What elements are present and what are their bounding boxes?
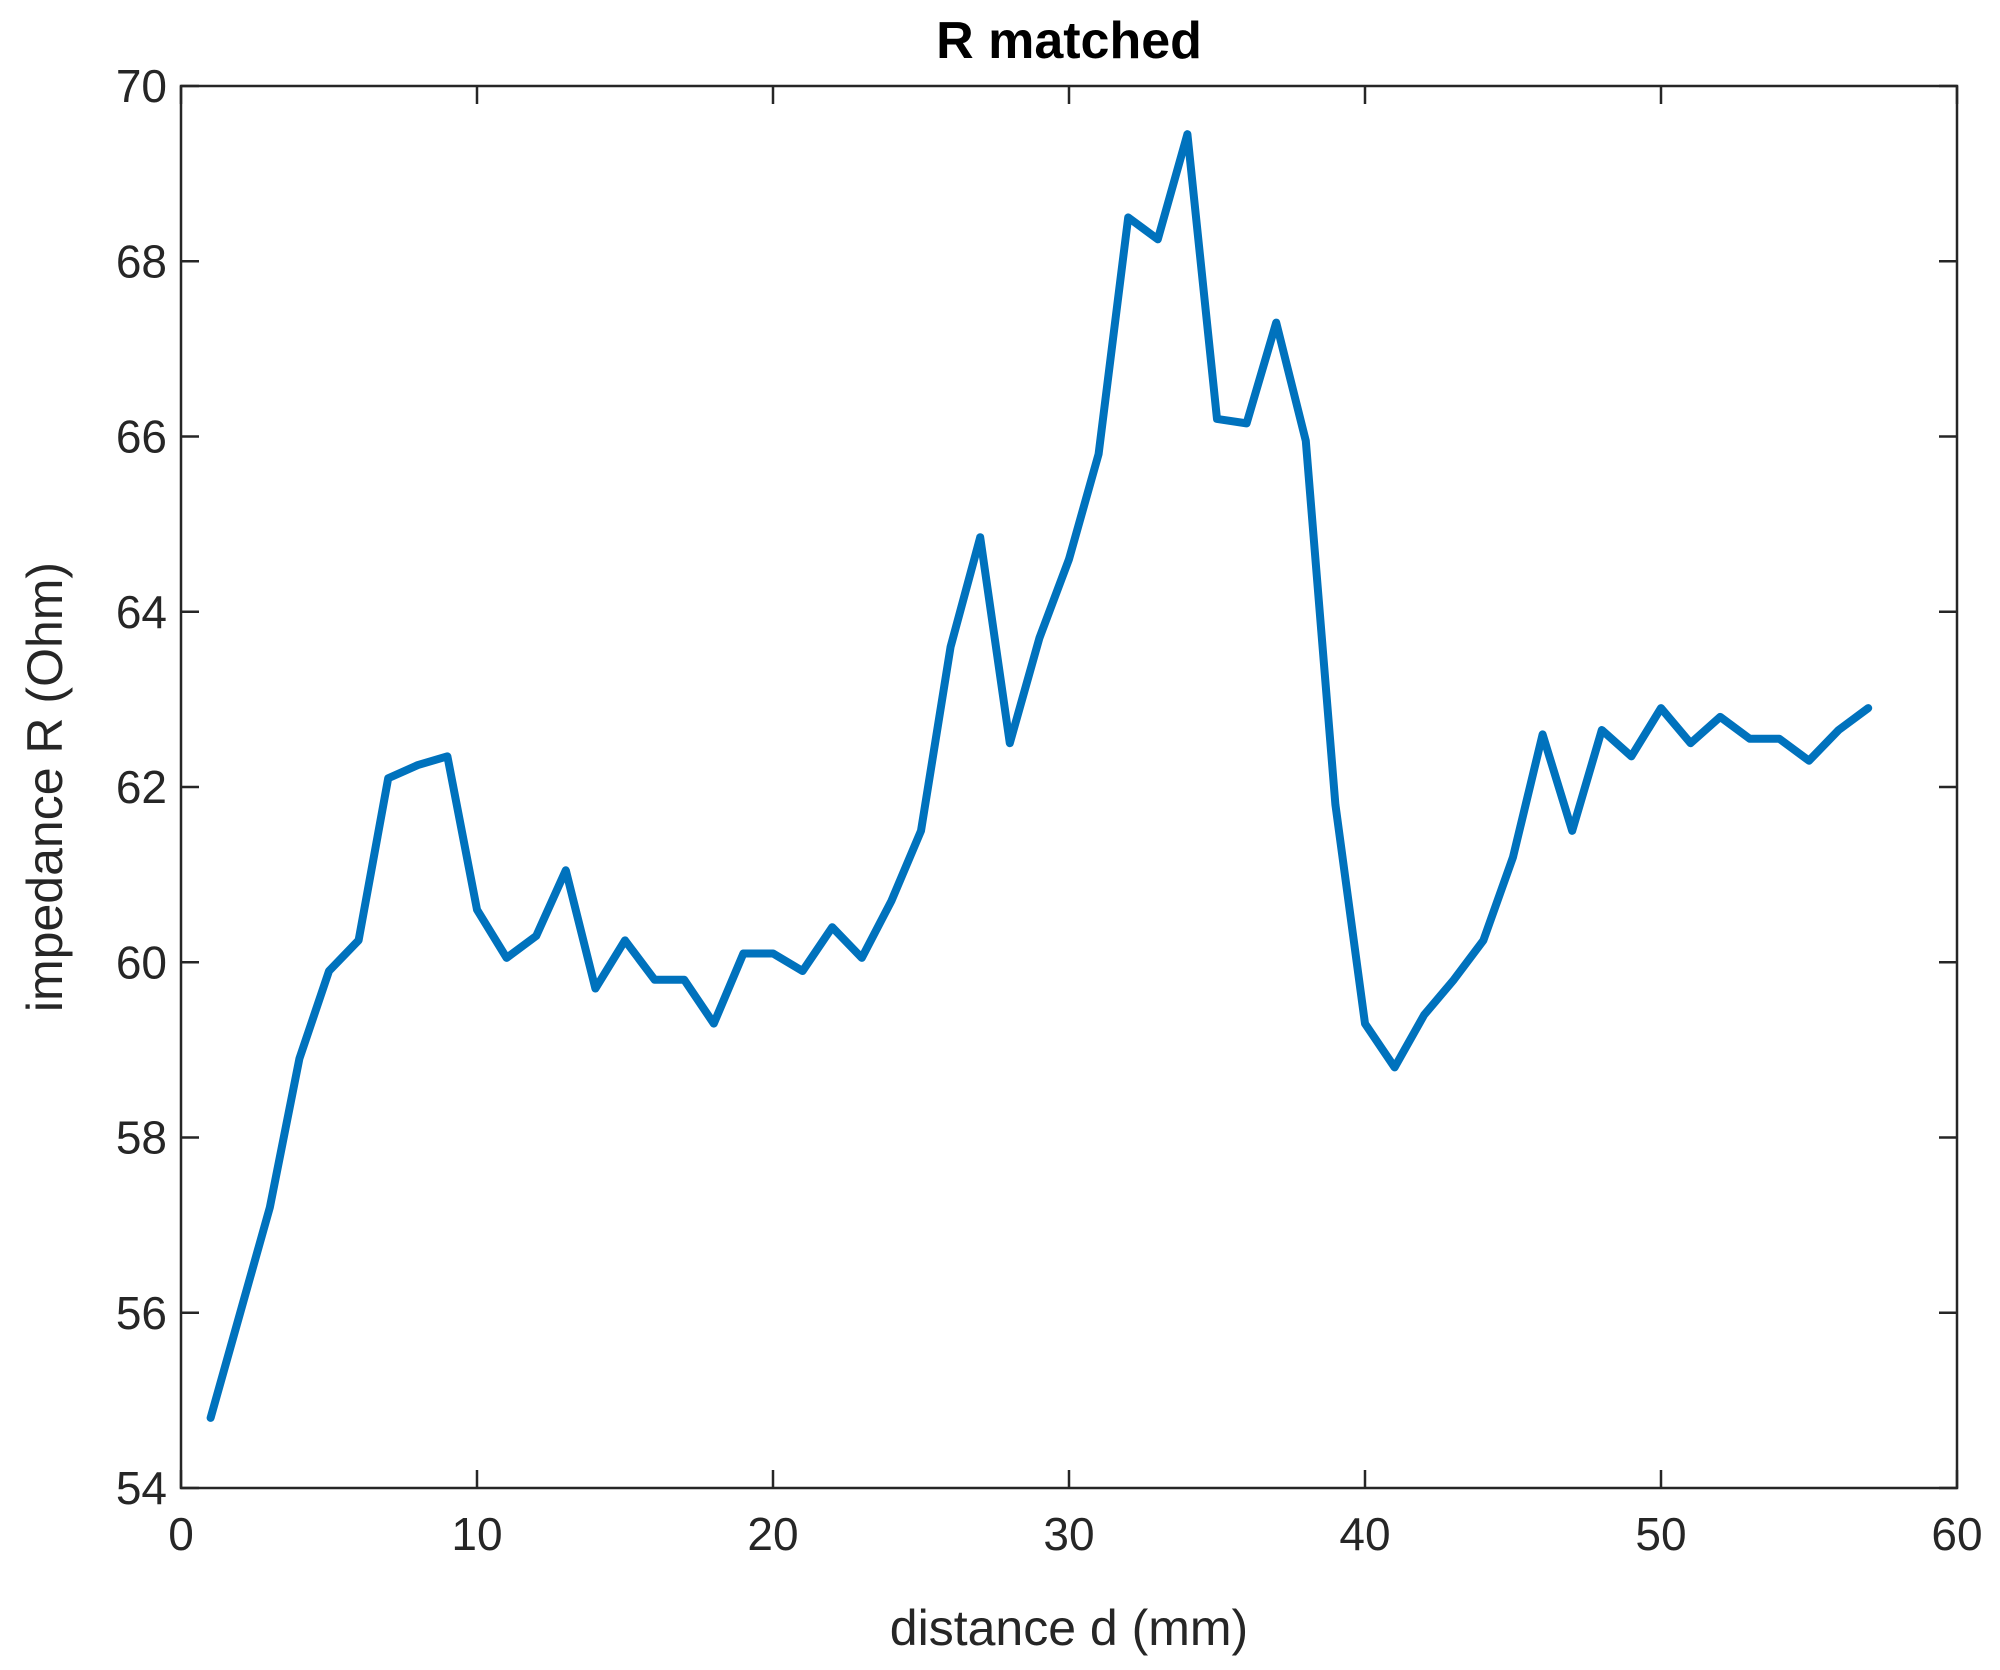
y-axis-label: impedance R (Ohm) <box>17 562 73 1012</box>
data-point <box>1187 134 1188 135</box>
data-point <box>713 1023 714 1024</box>
data-point <box>1335 804 1336 805</box>
data-point <box>1394 1067 1395 1068</box>
x-axis: 0 10 20 30 40 50 60 <box>168 86 1983 1560</box>
data-point <box>210 1417 211 1418</box>
data-point <box>1276 322 1277 323</box>
data-point <box>358 940 359 941</box>
data-point <box>565 870 566 871</box>
y-tick-label: 54 <box>116 1462 167 1514</box>
data-point <box>1868 708 1869 709</box>
data-point <box>388 778 389 779</box>
data-point <box>743 953 744 954</box>
data-point <box>773 953 774 954</box>
data-point <box>891 900 892 901</box>
data-point <box>1453 979 1454 980</box>
data-point <box>1098 454 1099 455</box>
data-point <box>329 971 330 972</box>
data-point <box>506 957 507 958</box>
x-tick-label: 40 <box>1339 1508 1390 1560</box>
data-point <box>1542 734 1543 735</box>
y-tick-label: 60 <box>116 936 167 988</box>
data-point <box>1572 830 1573 831</box>
data-point <box>1157 239 1158 240</box>
series-line <box>206 130 1873 1422</box>
data-point <box>1601 730 1602 731</box>
data-point <box>684 979 685 980</box>
plot-area <box>179 84 1959 1490</box>
data-point <box>1305 440 1306 441</box>
data-point <box>447 756 448 757</box>
y-tick-label: 56 <box>116 1287 167 1339</box>
data-point <box>536 935 537 936</box>
data-point <box>1661 708 1662 709</box>
data-point <box>832 927 833 928</box>
data-point <box>625 940 626 941</box>
data-point <box>595 988 596 989</box>
data-point <box>921 830 922 831</box>
x-axis-label: distance d (mm) <box>890 1600 1248 1656</box>
x-tick-label: 30 <box>1043 1508 1094 1560</box>
data-point <box>1779 738 1780 739</box>
data-point <box>1838 730 1839 731</box>
data-point <box>1424 1014 1425 1015</box>
y-axis: 54 56 58 60 62 64 66 68 70 <box>116 60 1957 1514</box>
x-tick-label: 60 <box>1931 1508 1982 1560</box>
data-point <box>269 1207 270 1208</box>
data-point <box>1069 559 1070 560</box>
data-point <box>1128 217 1129 218</box>
x-tick-label: 50 <box>1635 1508 1686 1560</box>
y-tick-label: 70 <box>116 60 167 112</box>
data-point <box>299 1058 300 1059</box>
x-tick-label: 10 <box>451 1508 502 1560</box>
data-point <box>1483 940 1484 941</box>
data-point <box>477 909 478 910</box>
data-point <box>1246 423 1247 424</box>
data-point <box>802 971 803 972</box>
data-point <box>1513 857 1514 858</box>
plot-box <box>179 84 1959 1490</box>
data-point <box>861 957 862 958</box>
series <box>206 130 1873 1422</box>
data-point <box>1690 743 1691 744</box>
x-tick-label: 0 <box>168 1508 194 1560</box>
data-point <box>1039 638 1040 639</box>
x-tick-label: 20 <box>747 1508 798 1560</box>
data-point <box>980 537 981 538</box>
data-point <box>417 765 418 766</box>
data-point <box>1809 760 1810 761</box>
data-point <box>240 1312 241 1313</box>
data-point <box>1631 756 1632 757</box>
data-point <box>654 979 655 980</box>
data-point <box>1009 743 1010 744</box>
y-tick-label: 66 <box>116 411 167 463</box>
data-point <box>1749 738 1750 739</box>
y-tick-label: 58 <box>116 1112 167 1164</box>
data-point <box>1217 418 1218 419</box>
data-point <box>950 646 951 647</box>
data-point <box>1365 1023 1366 1024</box>
chart-title: R matched <box>936 12 1202 70</box>
data-point <box>1720 716 1721 717</box>
y-tick-label: 68 <box>116 235 167 287</box>
y-tick-label: 64 <box>116 586 167 638</box>
y-tick-label: 62 <box>116 761 167 813</box>
